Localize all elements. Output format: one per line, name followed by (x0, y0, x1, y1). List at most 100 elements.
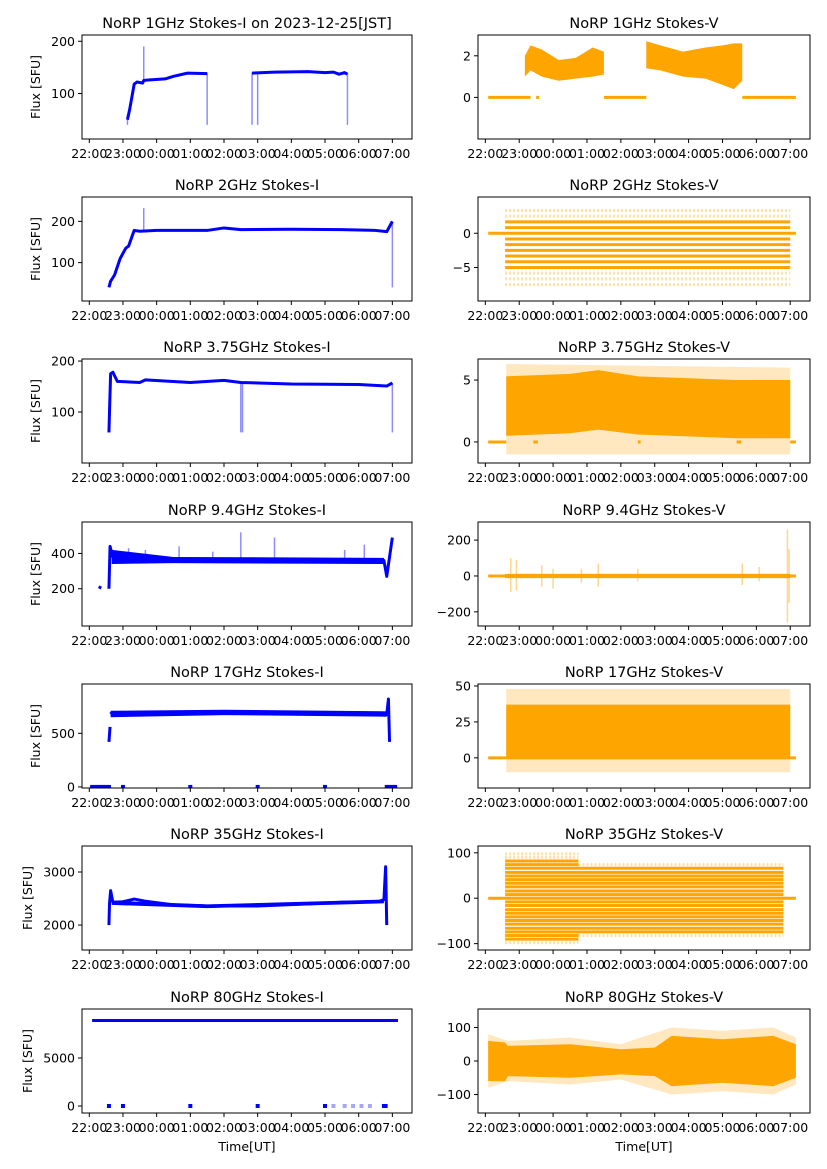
data-layer (488, 208, 796, 287)
y-tick-label: 0 (463, 434, 471, 449)
x-tick-label: 23:00 (105, 957, 141, 972)
x-tick-label: 23:00 (501, 470, 537, 485)
x-tick-label: 22:00 (467, 795, 503, 810)
y-tick-label: 0 (463, 90, 471, 105)
data-layer (98, 532, 394, 590)
series-point (92, 784, 97, 788)
x-tick-label: 01:00 (569, 795, 605, 810)
x-tick-label: 00:00 (139, 470, 175, 485)
x-tick-label: 00:00 (139, 308, 175, 323)
y-tick-label: −200 (437, 604, 471, 619)
axes-frame (81, 521, 413, 627)
x-tick-label: 05:00 (704, 1120, 740, 1135)
x-tick-label: 02:00 (603, 146, 639, 161)
x-tick-label: 06:00 (738, 308, 774, 323)
x-tick-label: 23:00 (105, 146, 141, 161)
x-tick-label: 00:00 (139, 146, 175, 161)
series-band (505, 573, 791, 579)
x-tick-label: 05:00 (307, 957, 343, 972)
x-tick-label: 02:00 (603, 308, 639, 323)
x-tick-label: 00:00 (535, 1120, 571, 1135)
x-tick-label: 07:00 (772, 633, 808, 648)
x-tick-label: 01:00 (172, 470, 208, 485)
subplot-8: 22:0023:0000:0001:0002:0003:0004:0005:00… (437, 503, 811, 648)
subplot-5: 22:0023:0000:0001:0002:0003:0004:0005:00… (28, 340, 413, 485)
x-tick-label: 05:00 (704, 795, 740, 810)
x-tick-label: 07:00 (374, 1120, 410, 1135)
y-axis-label: Flux [SFU] (28, 55, 43, 119)
x-tick-label: 23:00 (105, 308, 141, 323)
y-tick-label: 200 (51, 581, 75, 596)
x-tick-label: 05:00 (307, 470, 343, 485)
y-tick-label: 100 (447, 845, 471, 860)
subplot-title: NoRP 80GHz Stokes-V (565, 990, 723, 1006)
series-point (351, 1103, 356, 1108)
x-tick-label: 00:00 (139, 633, 175, 648)
x-tick-label: 01:00 (569, 957, 605, 972)
x-tick-label: 05:00 (307, 1120, 343, 1135)
subplot-7: 22:0023:0000:0001:0002:0003:0004:0005:00… (28, 503, 413, 648)
x-tick-label: 03:00 (637, 470, 673, 485)
series-point (383, 1103, 388, 1108)
series-trace (107, 370, 394, 433)
x-tick-label: 03:00 (637, 308, 673, 323)
subplot-2: 22:0023:0000:0001:0002:0003:0004:0005:00… (463, 16, 811, 161)
x-tick-label: 03:00 (637, 146, 673, 161)
subplot-14: 22:0023:0000:0001:0002:0003:0004:0005:00… (437, 990, 811, 1154)
x-tick-label: 07:00 (374, 633, 410, 648)
y-tick-label: 100 (51, 86, 75, 101)
x-tick-label: 03:00 (240, 1120, 276, 1135)
x-tick-label: 03:00 (637, 795, 673, 810)
x-tick-label: 23:00 (501, 146, 537, 161)
x-tick-label: 04:00 (671, 957, 707, 972)
y-tick-label: 5 (463, 373, 471, 388)
x-tick-label: 04:00 (671, 470, 707, 485)
subplot-10: 22:0023:0000:0001:0002:0003:0004:0005:00… (455, 665, 811, 810)
x-tick-label: 23:00 (105, 795, 141, 810)
y-axis-label: Flux [SFU] (20, 866, 35, 930)
series-point (120, 1103, 125, 1108)
x-tick-label: 06:00 (341, 470, 377, 485)
series-point (104, 784, 109, 788)
x-tick-label: 01:00 (569, 470, 605, 485)
x-tick-label: 00:00 (535, 633, 571, 648)
x-tick-label: 03:00 (637, 1120, 673, 1135)
x-tick-label: 03:00 (240, 957, 276, 972)
x-tick-label: 04:00 (671, 1120, 707, 1135)
subplot-9: 22:0023:0000:0001:0002:0003:0004:0005:00… (28, 665, 413, 810)
subplot-1: 22:0023:0000:0001:0002:0003:0004:0005:00… (28, 16, 413, 161)
y-tick-label: 200 (51, 214, 75, 229)
x-tick-label: 00:00 (535, 308, 571, 323)
x-tick-label: 06:00 (341, 957, 377, 972)
x-tick-label: 00:00 (535, 795, 571, 810)
data-layer (488, 1027, 796, 1095)
series-band (646, 41, 743, 90)
series-point (331, 1103, 336, 1108)
axes-frame (81, 196, 413, 302)
axes-frame (477, 196, 811, 302)
x-tick-label: 04:00 (273, 1120, 309, 1135)
x-tick-label: 02:00 (603, 1120, 639, 1135)
x-tick-label: 23:00 (105, 1120, 141, 1135)
data-layer (125, 46, 349, 125)
x-tick-label: 07:00 (374, 470, 410, 485)
x-tick-label: 01:00 (569, 633, 605, 648)
x-tick-label: 02:00 (206, 146, 242, 161)
y-tick-label: 0 (463, 1054, 471, 1069)
y-tick-label: 2 (463, 48, 471, 63)
y-tick-label: 200 (51, 354, 75, 369)
y-axis-label: Flux [SFU] (28, 217, 43, 281)
subplot-title: NoRP 17GHz Stokes-V (565, 665, 723, 681)
data-layer (107, 208, 394, 288)
x-tick-label: 23:00 (501, 1120, 537, 1135)
y-tick-label: 500 (51, 726, 75, 741)
x-tick-label: 07:00 (772, 1120, 808, 1135)
x-tick-label: 01:00 (569, 1120, 605, 1135)
x-tick-label: 05:00 (704, 308, 740, 323)
x-tick-label: 05:00 (307, 308, 343, 323)
y-tick-label: 0 (463, 226, 471, 241)
x-tick-label: 23:00 (105, 633, 141, 648)
series-point (390, 784, 395, 788)
y-tick-label: 200 (51, 34, 75, 49)
